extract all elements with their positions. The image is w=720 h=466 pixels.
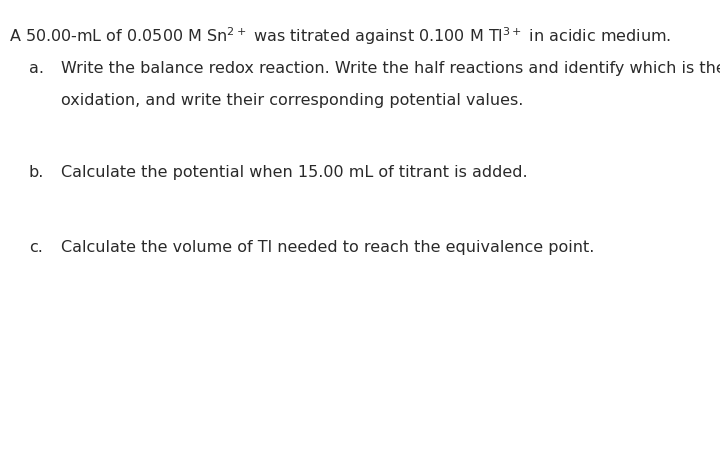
- Text: A 50.00-mL of 0.0500 M Sn$^{2+}$ was titrated against 0.100 M Tl$^{3+}$ in acidi: A 50.00-mL of 0.0500 M Sn$^{2+}$ was tit…: [9, 26, 672, 48]
- Text: b.: b.: [29, 165, 44, 180]
- Text: c.: c.: [29, 240, 42, 255]
- Text: a.: a.: [29, 61, 44, 75]
- Text: Calculate the volume of Tl needed to reach the equivalence point.: Calculate the volume of Tl needed to rea…: [61, 240, 595, 255]
- Text: oxidation, and write their corresponding potential values.: oxidation, and write their corresponding…: [61, 93, 523, 108]
- Text: Calculate the potential when 15.00 mL of titrant is added.: Calculate the potential when 15.00 mL of…: [61, 165, 528, 180]
- Text: Write the balance redox reaction. Write the half reactions and identify which is: Write the balance redox reaction. Write …: [61, 61, 720, 75]
